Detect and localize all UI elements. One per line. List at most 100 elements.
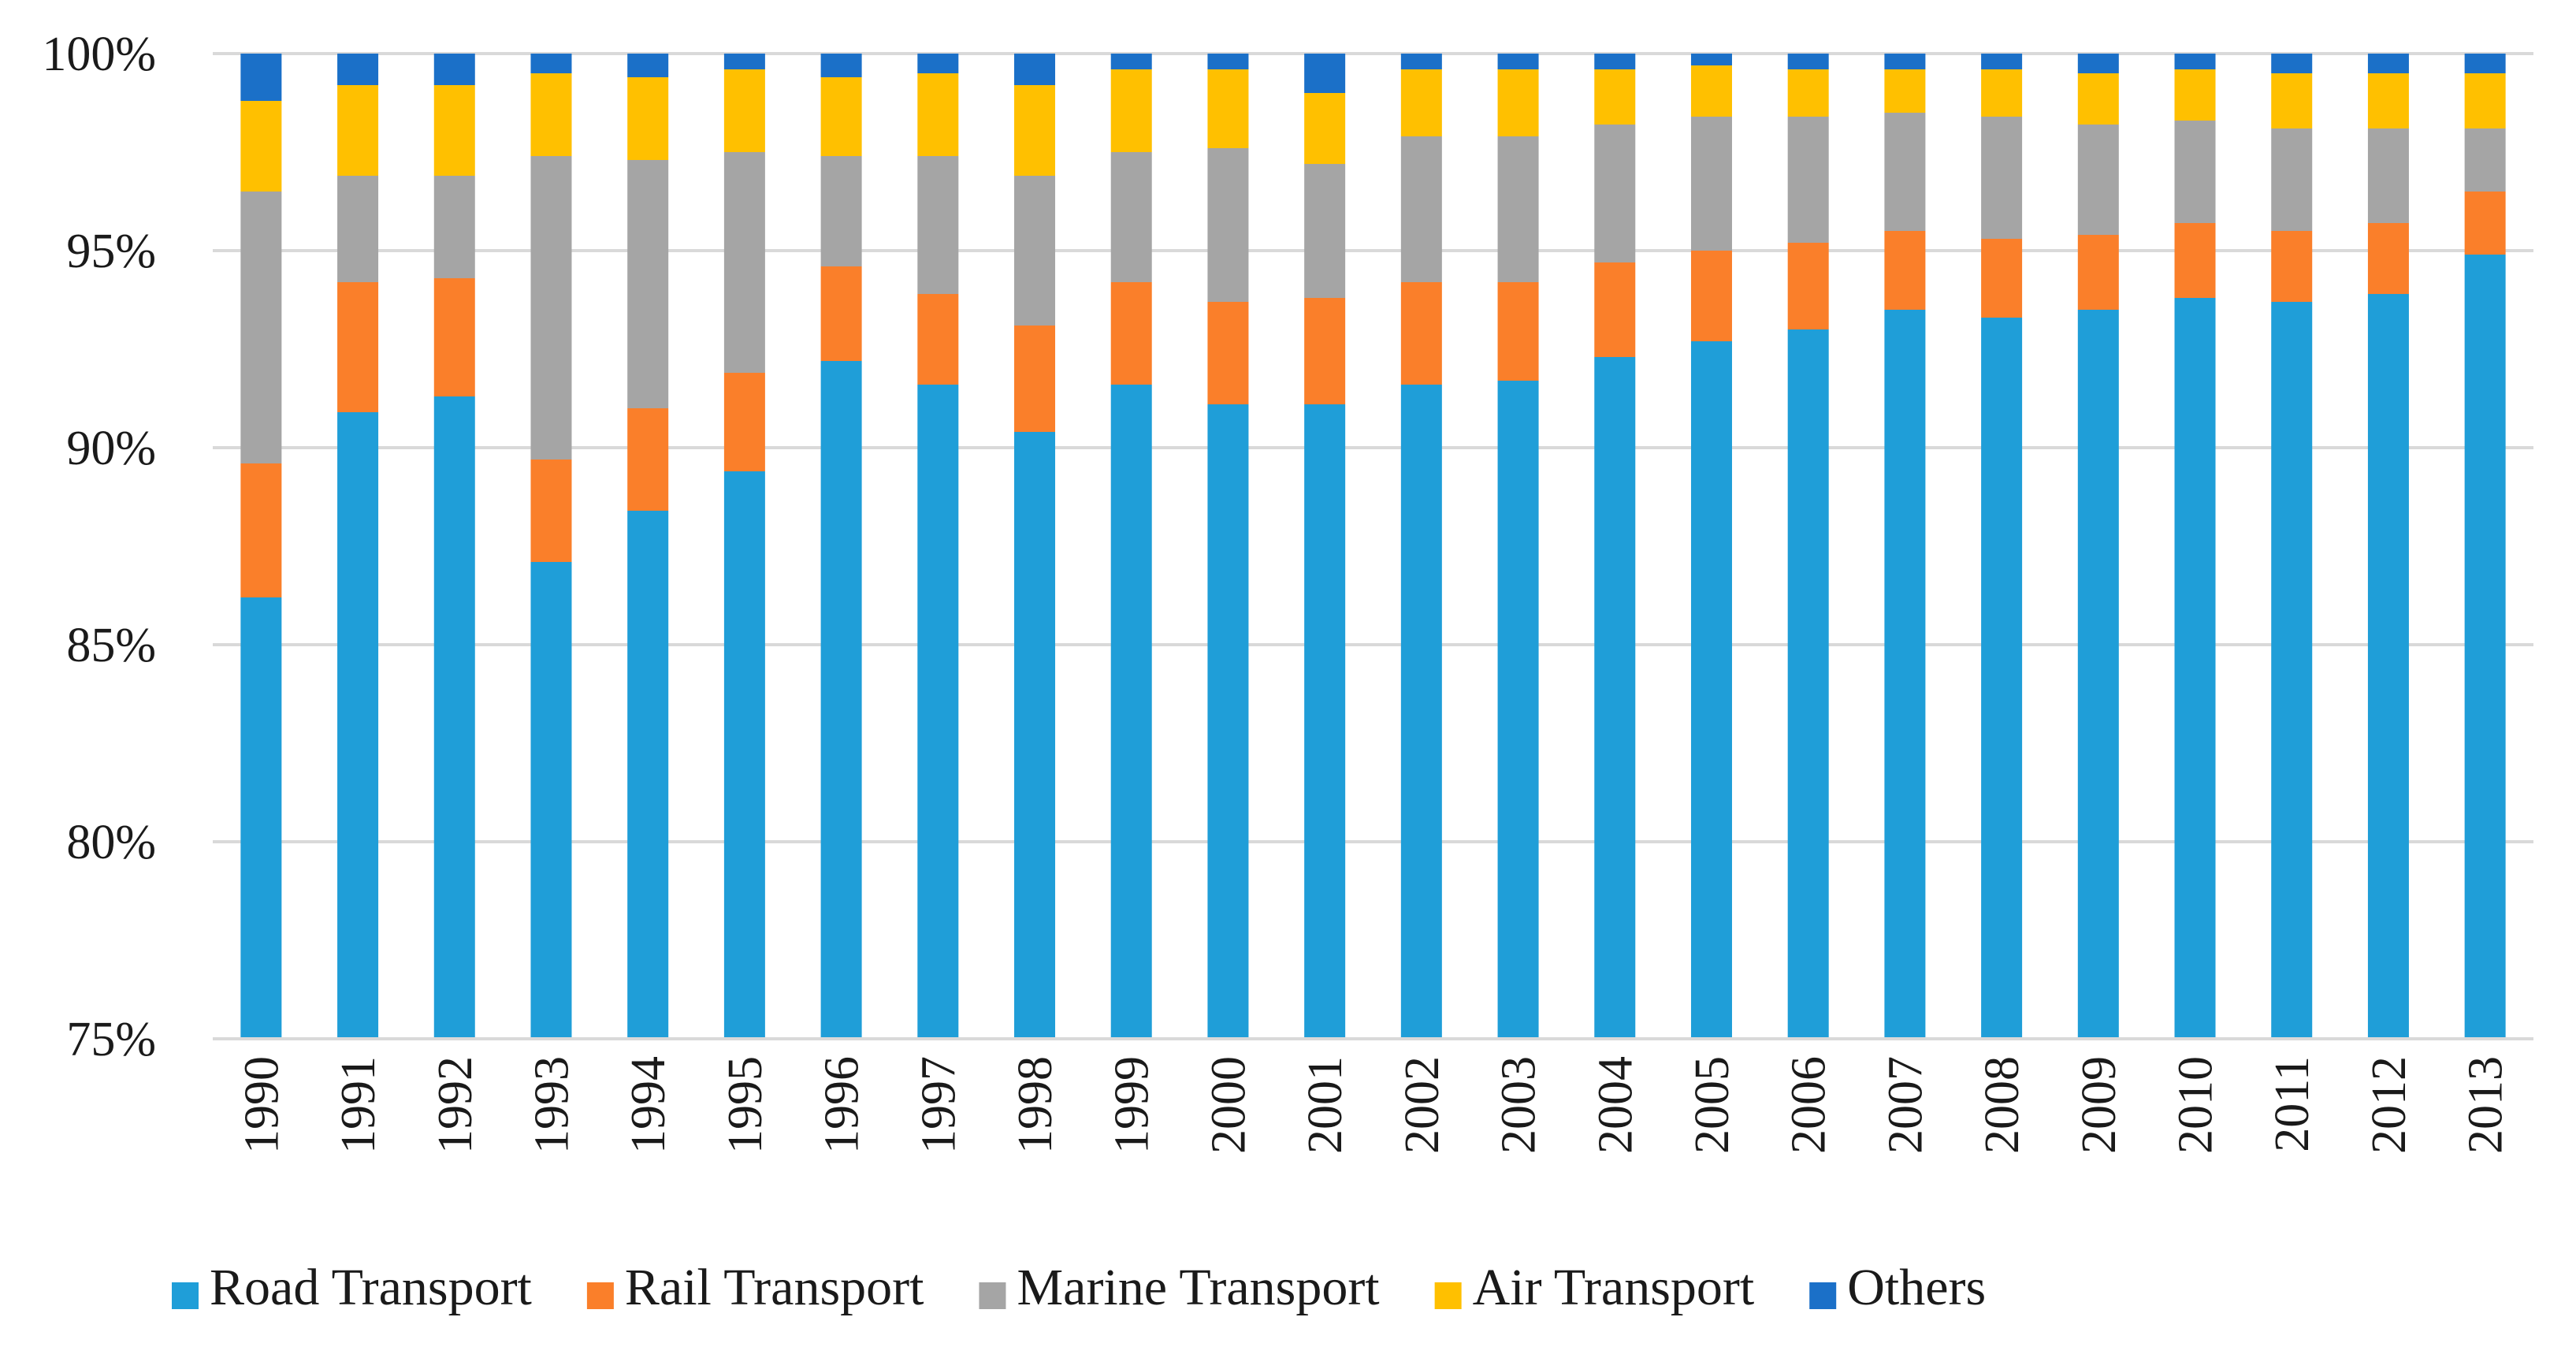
x-tick-label: 2001: [1299, 1056, 1352, 1154]
bar-air-transport-1999: [1110, 69, 1152, 152]
bar-others-1990: [240, 54, 282, 101]
bar-rail-transport-2004: [1594, 262, 1636, 357]
bar-air-transport-2001: [1304, 93, 1346, 164]
bar-others-2000: [1207, 54, 1249, 69]
x-tick-label: 2012: [2362, 1056, 2416, 1154]
bar-marine-transport-2002: [1400, 136, 1442, 282]
y-tick-label: 80%: [66, 816, 156, 869]
x-tick-label: 1999: [1106, 1056, 1159, 1154]
bar-air-transport-2007: [1884, 69, 1926, 113]
bar-rail-transport-1993: [530, 459, 572, 562]
bar-marine-transport-1996: [820, 156, 862, 266]
bar-road-transport-1996: [820, 361, 862, 1039]
bar-air-transport-1998: [1014, 85, 1056, 176]
bar-rail-transport-2001: [1304, 298, 1346, 404]
bar-rail-transport-2008: [1981, 239, 2023, 318]
bar-air-transport-2005: [1690, 65, 1732, 117]
bar-air-transport-2006: [1787, 69, 1829, 117]
bar-marine-transport-2009: [2077, 125, 2119, 235]
bar-air-transport-1997: [917, 73, 959, 156]
x-tick-label: 2009: [2072, 1056, 2126, 1154]
x-tick-label: 2002: [1396, 1056, 1449, 1154]
bar-rail-transport-1991: [337, 282, 379, 412]
bar-air-transport-1990: [240, 101, 282, 192]
bar-marine-transport-1991: [337, 176, 379, 282]
bar-others-2011: [2271, 54, 2313, 73]
bar-others-1997: [917, 54, 959, 73]
bar-marine-transport-2011: [2271, 128, 2313, 231]
bar-marine-transport-2013: [2464, 128, 2506, 192]
bar-rail-transport-2000: [1207, 302, 1249, 404]
bar-marine-transport-1992: [433, 176, 475, 278]
bar-others-2012: [2367, 54, 2409, 73]
bar-air-transport-2004: [1594, 69, 1636, 125]
x-tick-label: 2000: [1202, 1056, 1255, 1154]
bar-rail-transport-2012: [2367, 223, 2409, 294]
bar-marine-transport-2006: [1787, 117, 1829, 243]
bar-others-2004: [1594, 54, 1636, 69]
bar-air-transport-2009: [2077, 73, 2119, 125]
bar-rail-transport-1996: [820, 266, 862, 361]
bar-rail-transport-1998: [1014, 326, 1056, 432]
bar-marine-transport-2010: [2174, 121, 2216, 223]
bar-air-transport-2003: [1497, 69, 1539, 136]
bar-road-transport-1997: [917, 385, 959, 1039]
bar-others-2008: [1981, 54, 2023, 69]
bar-air-transport-2010: [2174, 69, 2216, 121]
bar-marine-transport-2003: [1497, 136, 1539, 282]
bar-others-2013: [2464, 54, 2506, 73]
legend-swatch-marine-transport: [979, 1282, 1006, 1309]
bar-marine-transport-2007: [1884, 113, 1926, 231]
bar-air-transport-1991: [337, 85, 379, 176]
bar-road-transport-1991: [337, 412, 379, 1039]
bar-marine-transport-2000: [1207, 148, 1249, 302]
legend-label: Others: [1847, 1259, 1986, 1316]
bar-rail-transport-1999: [1110, 282, 1152, 385]
bar-others-1992: [433, 54, 475, 85]
x-tick-label: 1996: [816, 1056, 869, 1154]
bar-marine-transport-1997: [917, 156, 959, 294]
bar-road-transport-2012: [2367, 294, 2409, 1039]
bar-road-transport-1994: [627, 511, 669, 1039]
bar-others-1999: [1110, 54, 1152, 69]
bar-air-transport-1993: [530, 73, 572, 156]
bar-rail-transport-2009: [2077, 235, 2119, 310]
legend-label: Road Transport: [210, 1259, 532, 1316]
bar-marine-transport-1999: [1110, 152, 1152, 282]
bar-road-transport-2010: [2174, 298, 2216, 1039]
bar-air-transport-1994: [627, 77, 669, 160]
bar-marine-transport-2005: [1690, 117, 1732, 251]
bar-road-transport-2007: [1884, 310, 1926, 1039]
y-tick-label: 75%: [66, 1013, 156, 1066]
x-tick-label: 2004: [1589, 1056, 1642, 1154]
bar-road-transport-2004: [1594, 357, 1636, 1039]
x-tick-label: 1993: [525, 1056, 578, 1154]
legend-label: Air Transport: [1473, 1259, 1755, 1316]
bar-rail-transport-2011: [2271, 231, 2313, 302]
bar-marine-transport-1995: [723, 152, 765, 373]
x-tick-label: 2003: [1492, 1056, 1546, 1154]
bar-air-transport-2008: [1981, 69, 2023, 117]
bar-marine-transport-2004: [1594, 125, 1636, 262]
bars: [240, 54, 2506, 1039]
bar-marine-transport-1998: [1014, 176, 1056, 326]
bar-air-transport-1996: [820, 77, 862, 156]
bar-road-transport-1999: [1110, 385, 1152, 1039]
bar-marine-transport-1990: [240, 192, 282, 463]
bar-rail-transport-1994: [627, 408, 669, 511]
bar-others-1996: [820, 54, 862, 77]
bar-road-transport-1998: [1014, 432, 1056, 1039]
bar-road-transport-1995: [723, 471, 765, 1039]
bar-air-transport-2002: [1400, 69, 1442, 136]
bar-others-1991: [337, 54, 379, 85]
legend-swatch-others: [1809, 1282, 1837, 1309]
bar-road-transport-2006: [1787, 329, 1829, 1039]
bar-road-transport-2011: [2271, 302, 2313, 1039]
bar-road-transport-1992: [433, 396, 475, 1039]
axes: 75% 80% 85% 90% 95% 100% 1990 1991 1992 1993 1994 1…: [42, 28, 2533, 1154]
bar-others-2005: [1690, 54, 1732, 65]
bar-others-2001: [1304, 54, 1346, 93]
bar-air-transport-1992: [433, 85, 475, 176]
